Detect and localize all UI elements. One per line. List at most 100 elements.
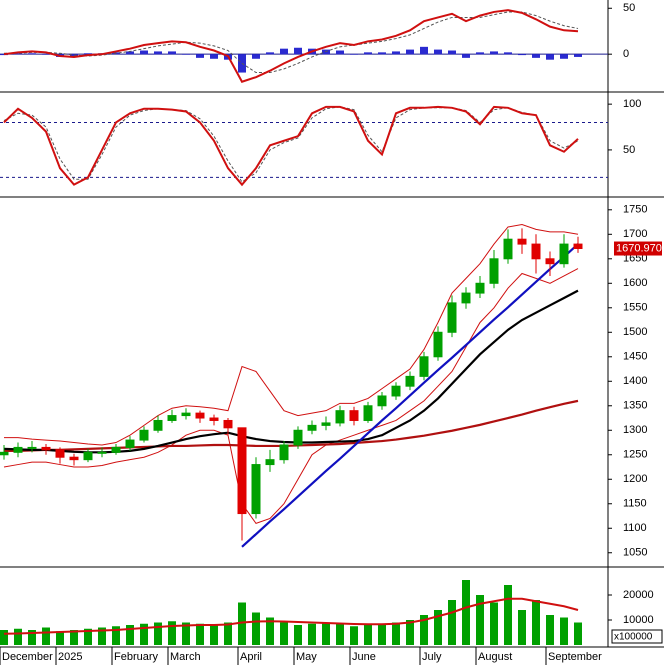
candle-body bbox=[461, 292, 471, 304]
bar bbox=[0, 54, 8, 56]
bar bbox=[504, 52, 512, 55]
bar bbox=[490, 602, 498, 645]
bar bbox=[126, 51, 134, 55]
bar bbox=[518, 610, 526, 645]
candle-body bbox=[125, 439, 135, 448]
x-tick-label: February bbox=[114, 651, 159, 663]
bar bbox=[14, 628, 22, 645]
bar bbox=[154, 51, 162, 55]
bar bbox=[266, 52, 274, 55]
bar bbox=[252, 54, 260, 59]
bar bbox=[182, 622, 190, 645]
candle-body bbox=[27, 446, 37, 449]
bar bbox=[14, 53, 22, 55]
y-tick-label: 1450 bbox=[623, 351, 647, 363]
bar bbox=[434, 49, 442, 55]
bar bbox=[210, 625, 218, 645]
bar bbox=[294, 47, 302, 55]
candle-body bbox=[251, 464, 261, 515]
candle-body bbox=[307, 424, 317, 431]
bar bbox=[574, 622, 582, 645]
bar bbox=[140, 623, 148, 645]
last-price-label: 1670.970 bbox=[616, 242, 662, 254]
bar bbox=[518, 54, 526, 56]
bar bbox=[532, 600, 540, 645]
bar bbox=[28, 630, 36, 645]
y-tick-label: 0 bbox=[623, 48, 629, 60]
series-line bbox=[4, 399, 579, 452]
bar bbox=[392, 622, 400, 645]
bar bbox=[532, 54, 540, 58]
bar bbox=[406, 49, 414, 55]
candle-body bbox=[237, 427, 247, 515]
unit-box bbox=[611, 629, 663, 644]
bar bbox=[350, 54, 358, 55]
series-line bbox=[3, 105, 579, 187]
candle-body bbox=[433, 331, 443, 358]
candle-body bbox=[405, 375, 415, 387]
bar bbox=[168, 51, 176, 55]
bar bbox=[448, 600, 456, 645]
bar bbox=[42, 54, 50, 55]
bar bbox=[462, 54, 470, 58]
bar bbox=[490, 51, 498, 55]
candle-body bbox=[13, 446, 23, 453]
bar bbox=[238, 602, 246, 645]
y-tick-label: 1050 bbox=[623, 547, 647, 559]
bar bbox=[224, 622, 232, 645]
bar bbox=[196, 54, 204, 58]
bar bbox=[364, 52, 372, 55]
bar bbox=[196, 623, 204, 645]
bar bbox=[350, 626, 358, 645]
y-tick-label: 100 bbox=[623, 98, 641, 110]
candle-body bbox=[139, 429, 149, 441]
series-line bbox=[3, 268, 579, 524]
bar bbox=[560, 617, 568, 645]
candle-body bbox=[531, 243, 541, 260]
bar bbox=[462, 580, 470, 645]
y-tick-label: 20000 bbox=[623, 589, 654, 601]
series-line bbox=[4, 223, 579, 446]
bar bbox=[322, 622, 330, 645]
x-tick-label: June bbox=[352, 651, 376, 663]
bar bbox=[56, 631, 64, 645]
y-tick-label: 1400 bbox=[623, 375, 647, 387]
bar bbox=[280, 622, 288, 645]
y-tick-label: 1750 bbox=[623, 204, 647, 216]
bar bbox=[546, 54, 554, 60]
bar bbox=[252, 612, 260, 645]
candle-body bbox=[167, 415, 177, 421]
bar bbox=[0, 630, 8, 645]
y-tick-label: 1350 bbox=[623, 400, 647, 412]
bar bbox=[504, 585, 512, 645]
x-tick-label: August bbox=[478, 651, 512, 663]
y-tick-label: 1100 bbox=[623, 522, 647, 534]
bar bbox=[182, 54, 190, 55]
x-tick-label: July bbox=[422, 651, 442, 663]
bar bbox=[434, 610, 442, 645]
y-tick-label: 1500 bbox=[623, 326, 647, 338]
candle-body bbox=[55, 449, 65, 458]
candle-body bbox=[573, 243, 583, 250]
bar bbox=[392, 51, 400, 55]
bar bbox=[84, 628, 92, 645]
candle-body bbox=[419, 356, 429, 377]
candle-body bbox=[503, 238, 513, 260]
candle-body bbox=[293, 429, 303, 446]
bar bbox=[42, 627, 50, 645]
bar bbox=[308, 623, 316, 645]
candle-body bbox=[97, 451, 107, 454]
bar bbox=[476, 52, 484, 55]
series-line bbox=[3, 9, 579, 83]
y-tick-label: 1650 bbox=[623, 253, 647, 265]
candle-body bbox=[559, 243, 569, 265]
bar bbox=[476, 595, 484, 645]
candle-body bbox=[195, 412, 205, 419]
bar bbox=[98, 627, 106, 645]
series-line bbox=[3, 597, 579, 635]
bar bbox=[406, 620, 414, 645]
bar bbox=[336, 50, 344, 55]
y-tick-label: 1550 bbox=[623, 302, 647, 314]
bar bbox=[378, 623, 386, 645]
